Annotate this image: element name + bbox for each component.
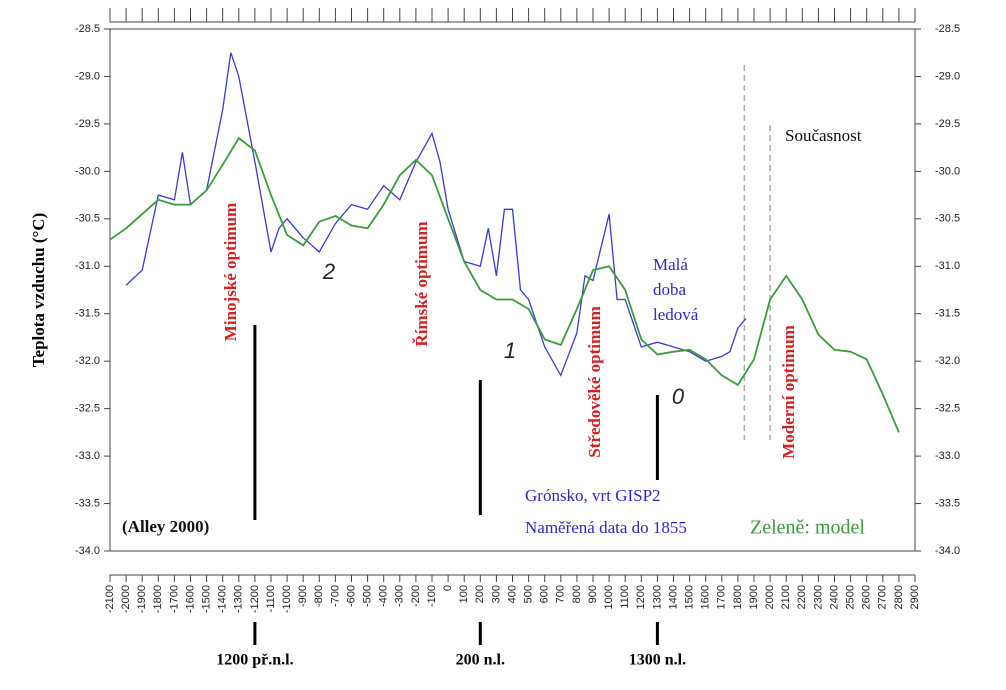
x-tick-label: 700	[555, 585, 567, 603]
marker-label: 1300 n.l.	[629, 652, 686, 669]
x-tick-label: 2600	[861, 585, 873, 609]
x-tick-label: 1700	[716, 585, 728, 609]
x-tick-label: -700	[329, 585, 341, 607]
annotation: doba	[653, 280, 687, 299]
x-tick-label: 1300	[651, 585, 663, 609]
x-tick-label: 2800	[893, 585, 905, 609]
marker-label: 200 n.l.	[456, 652, 505, 669]
y-tick-label: -34.0	[75, 545, 100, 557]
segment-number: 1	[504, 338, 516, 363]
x-tick-label: 600	[539, 585, 551, 603]
x-tick-label: 2700	[877, 585, 889, 609]
x-tick-label: -1500	[201, 585, 213, 613]
y-tick-label: -29.5	[75, 118, 100, 130]
y2-tick-label: -32.0	[935, 355, 960, 367]
x-tick-label: -300	[394, 585, 406, 607]
y2-tick-label: -32.5	[935, 403, 960, 415]
y2-tick-label: -33.5	[935, 497, 960, 509]
annotation: Naměřená data do 1855	[525, 518, 687, 537]
x-tick-label: 1000	[603, 585, 615, 609]
segment-number: 0	[672, 384, 685, 409]
x-tick-label: 1500	[684, 585, 696, 609]
x-tick-label: 2000	[764, 585, 776, 609]
y-tick-label: -32.5	[75, 403, 100, 415]
x-tick-label: 2400	[828, 585, 840, 609]
y2-tick-label: -31.0	[935, 260, 960, 272]
y-tick-label: -32.0	[75, 355, 100, 367]
y2-tick-label: -33.0	[935, 450, 960, 462]
x-tick-label: -1900	[136, 585, 148, 613]
x-tick-label: -600	[345, 585, 357, 607]
y-tick-label: -31.5	[75, 308, 100, 320]
x-tick-label: 1400	[667, 585, 679, 609]
x-tick-label: -1300	[233, 585, 245, 613]
x-tick-label: 800	[571, 585, 583, 603]
x-tick-label: -2100	[104, 585, 116, 613]
y-tick-label: -30.0	[75, 165, 100, 177]
x-tick-label: -1600	[184, 585, 196, 613]
y-tick-label: -30.5	[75, 213, 100, 225]
annotation: ledová	[653, 305, 699, 324]
plot-frame	[109, 28, 916, 552]
y2-tick-label: -30.5	[935, 213, 960, 225]
y-tick-label: -33.5	[75, 497, 100, 509]
legend-label: Zeleně: model	[750, 517, 865, 539]
period-label: Středověké optimum	[585, 306, 604, 458]
y2-tick-label: -28.5	[935, 23, 960, 35]
segment-number: 2	[322, 259, 335, 284]
x-tick-label: 100	[458, 585, 470, 603]
x-tick-label: 400	[506, 585, 518, 603]
y-axis-label: Teplota vzduchu (°C)	[29, 213, 48, 367]
y2-tick-label: -29.5	[935, 118, 960, 130]
marker-label: 1200 př.n.l.	[216, 652, 293, 669]
x-tick-label: 2900	[909, 585, 921, 609]
y2-tick-label: -34.0	[935, 545, 960, 557]
x-tick-label: 1900	[748, 585, 760, 609]
annotation: Malá	[653, 255, 688, 274]
x-tick-label: 1100	[619, 585, 631, 609]
series-line	[109, 136, 900, 433]
series-line	[125, 52, 747, 377]
x-tick-label: -800	[313, 585, 325, 607]
x-tick-label: 1600	[700, 585, 712, 609]
x-tick-label: -1800	[152, 585, 164, 613]
period-label: Římské optimum	[412, 221, 431, 346]
x-tick-label: -1400	[217, 585, 229, 613]
x-tick-label: 500	[523, 585, 535, 603]
x-tick-label: 2500	[845, 585, 857, 609]
x-tick-label: 1200	[635, 585, 647, 609]
x-tick-label: -200	[410, 585, 422, 607]
x-tick-label: 2200	[796, 585, 808, 609]
x-tick-label: -900	[297, 585, 309, 607]
annotation: (Alley 2000)	[122, 517, 209, 536]
y-tick-label: -33.0	[75, 450, 100, 462]
x-tick-label: 900	[587, 585, 599, 603]
y2-tick-label: -31.5	[935, 308, 960, 320]
x-tick-label: -500	[362, 585, 374, 607]
x-tick-label: -100	[426, 585, 438, 607]
period-label: Moderní optimum	[779, 325, 798, 459]
y2-tick-label: -29.0	[935, 70, 960, 82]
y-tick-label: -29.0	[75, 70, 100, 82]
x-tick-label: -1200	[249, 585, 261, 613]
x-tick-label: 300	[490, 585, 502, 603]
x-tick-label: -1000	[281, 585, 293, 613]
x-tick-label: -400	[378, 585, 390, 607]
y-tick-label: -31.0	[75, 260, 100, 272]
x-tick-label: 2100	[780, 585, 792, 609]
x-tick-label: 200	[474, 585, 486, 603]
y2-tick-label: -30.0	[935, 165, 960, 177]
y-tick-label: -28.5	[75, 23, 100, 35]
x-tick-label: 1800	[732, 585, 744, 609]
x-tick-label: -1700	[168, 585, 180, 613]
period-label: Minojské optimum	[221, 203, 240, 341]
annotation: Současnost	[785, 126, 862, 145]
x-tick-label: 0	[442, 585, 454, 591]
legend-label: Grónsko, vrt GISP2	[525, 486, 661, 505]
x-tick-label: -2000	[120, 585, 132, 613]
x-tick-label: 2300	[812, 585, 824, 609]
x-tick-label: -1100	[265, 585, 277, 612]
